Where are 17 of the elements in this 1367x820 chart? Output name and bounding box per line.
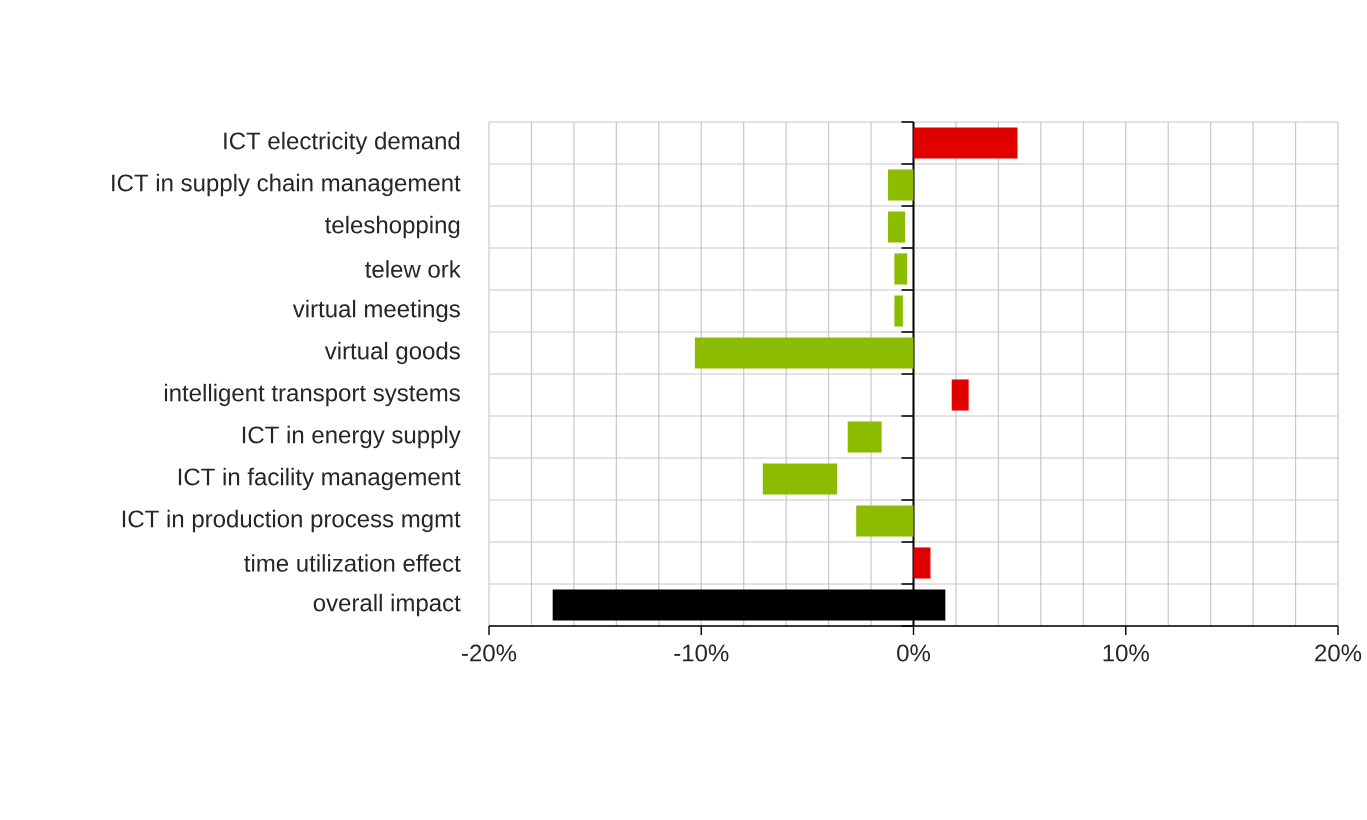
- x-tick-label: 20%: [1315, 644, 1362, 662]
- x-tick-label: 0%: [897, 644, 930, 662]
- y-tick-label: ICT electricity demand: [224, 131, 460, 155]
- x-tick-label: 10%: [1103, 644, 1149, 662]
- y-tick-label: time utilization effect: [244, 554, 461, 572]
- y-tick-label: ICT in facility management: [178, 467, 461, 491]
- y-tick-label: teleshopping: [325, 215, 460, 239]
- y-tick-label: virtual goods: [324, 341, 460, 365]
- y-tick-label: overall impact: [313, 593, 461, 617]
- x-tick-label: -10%: [674, 644, 729, 662]
- y-tick-label: telew ork: [365, 260, 461, 278]
- y-tick-label: ICT in supply chain management: [112, 173, 461, 197]
- y-tick-label: intelligent transport systems: [164, 383, 460, 407]
- y-tick-label: ICT in production process mgmt: [122, 509, 461, 533]
- x-tick-label: -20%: [462, 644, 517, 662]
- y-tick-label: ICT in energy supply: [242, 425, 461, 449]
- y-tick-label: virtual meetings: [292, 299, 460, 323]
